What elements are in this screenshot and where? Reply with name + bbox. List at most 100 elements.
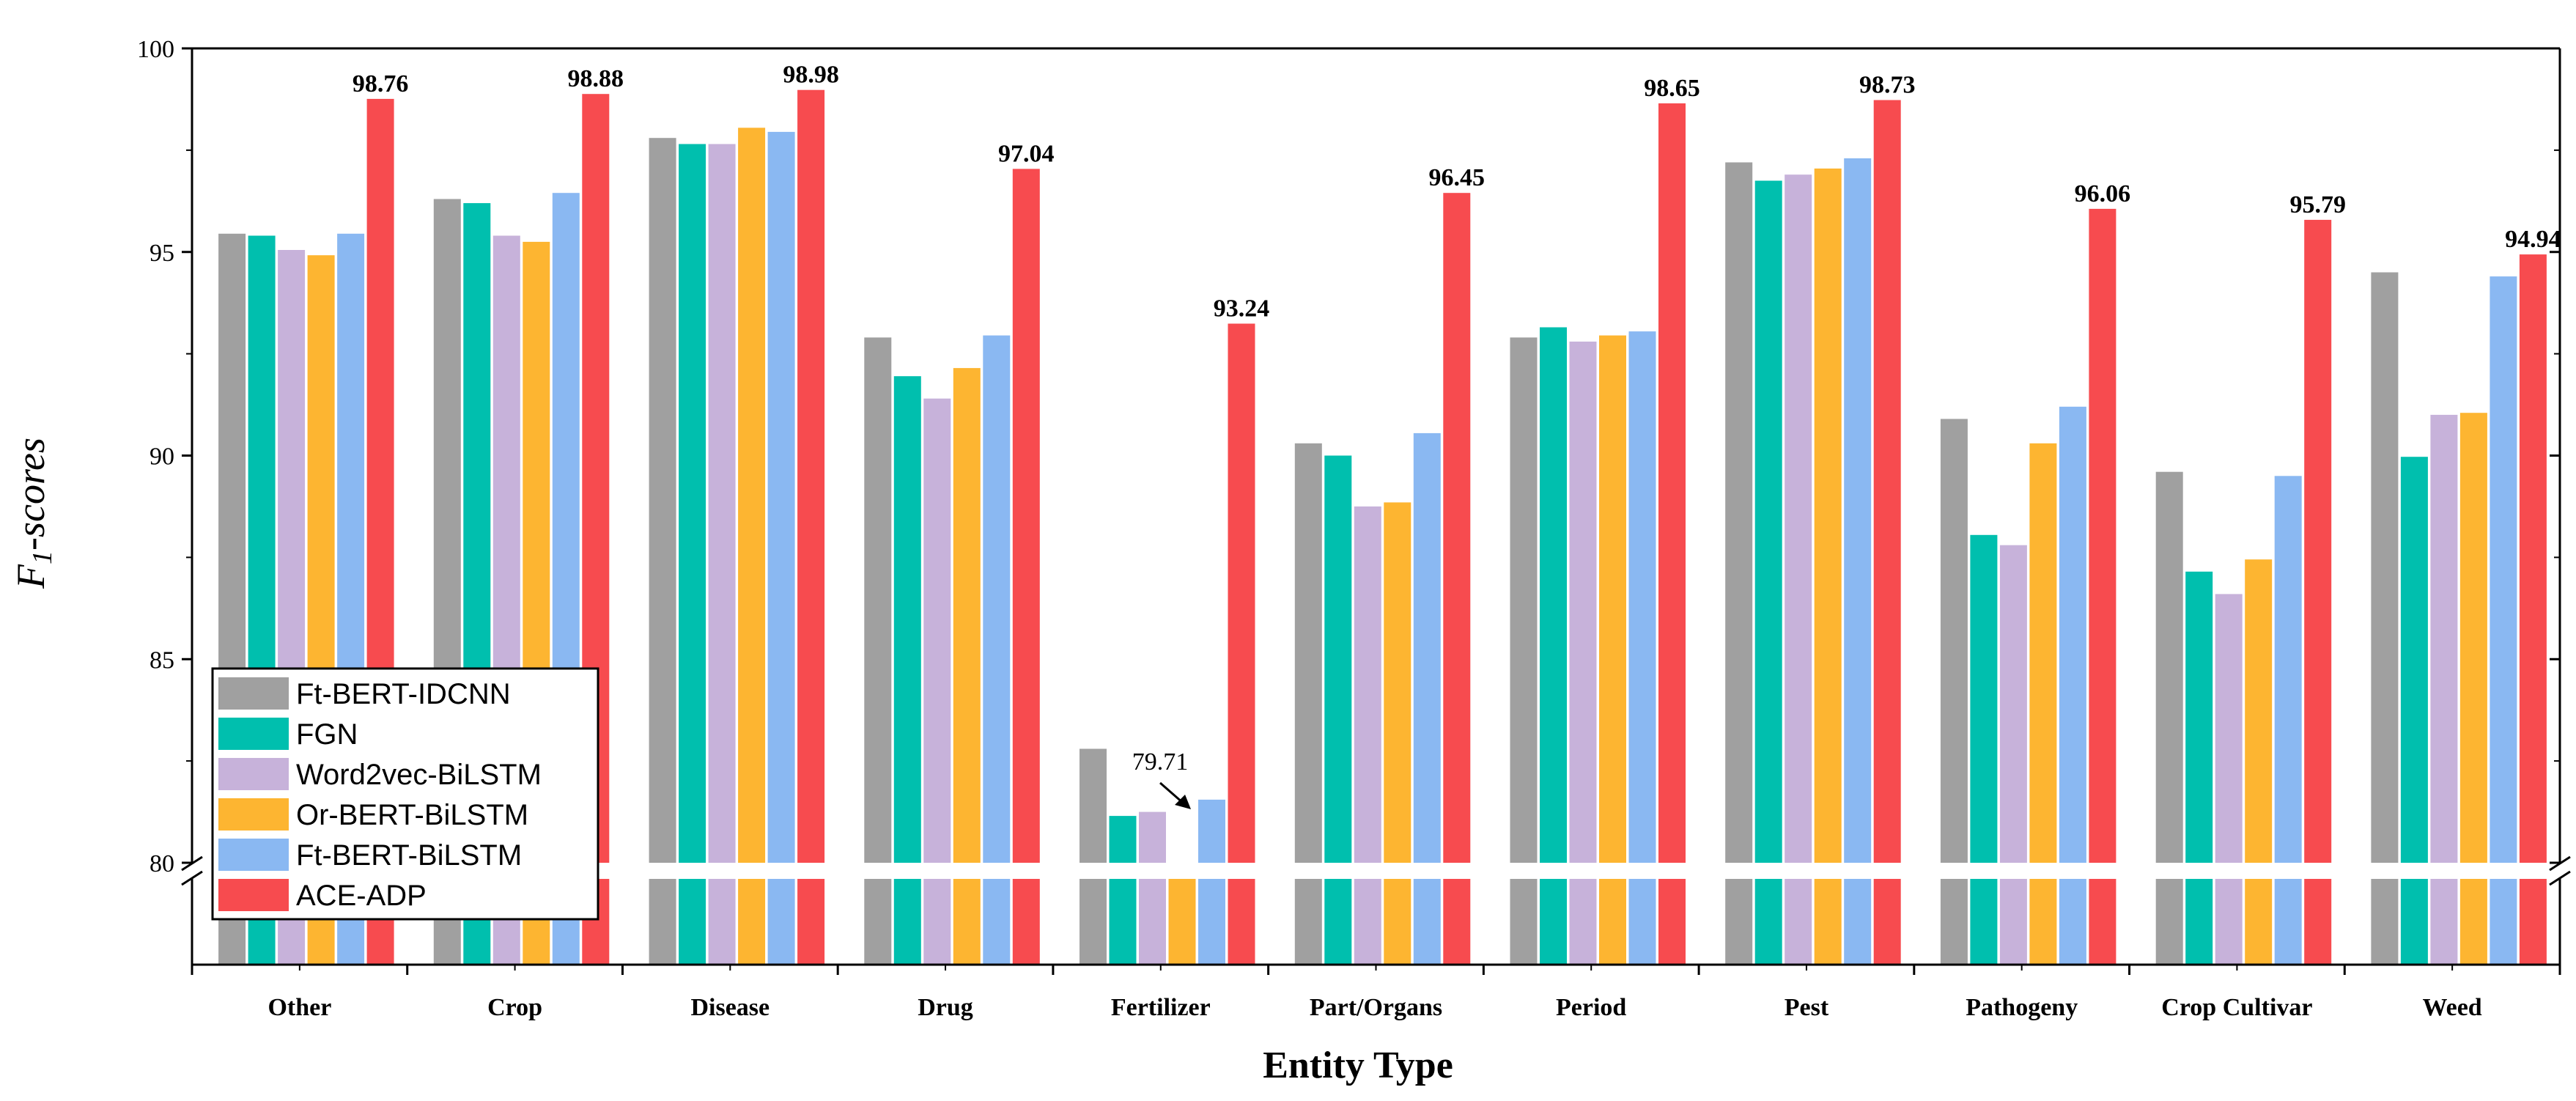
y-tick-label: 85 — [150, 647, 174, 674]
bar-1-5 — [1324, 455, 1352, 965]
legend-swatch — [218, 758, 289, 790]
bar-2-10 — [2430, 414, 2458, 965]
bar-3-2 — [738, 128, 766, 965]
x-tick-label: Part/Organs — [1310, 994, 1442, 1021]
legend-label: FGN — [296, 718, 358, 751]
bar-1-4 — [1109, 816, 1137, 965]
bar-0-6 — [1510, 337, 1538, 965]
data-label: 98.98 — [783, 62, 839, 89]
x-axis-title: Entity Type — [1263, 1045, 1453, 1086]
bar-0-4 — [1080, 748, 1107, 965]
annotation-arrowhead — [1175, 795, 1192, 809]
y-tick-label: 95 — [150, 240, 174, 267]
y-axis-title-subscript: 1 — [27, 550, 58, 564]
bar-3-6 — [1599, 335, 1626, 965]
bar-5-10 — [2519, 254, 2547, 965]
bar-1-10 — [2400, 457, 2428, 965]
data-label: 93.24 — [1214, 295, 1270, 323]
bar-4-9 — [2274, 476, 2302, 965]
x-tick-label: Drug — [918, 994, 973, 1021]
labels-layer: 98.76 Other 98.88 Crop 98.98 Disease 97.04 Drug… — [137, 36, 2561, 1021]
bar-4-7 — [1844, 158, 1872, 965]
legend-label: ACE-ADP — [296, 880, 427, 912]
bar-0-9 — [2155, 471, 2183, 965]
axis-break-gap — [193, 863, 2558, 879]
legend-swatch — [218, 798, 289, 831]
data-label: 98.73 — [1859, 72, 1916, 99]
bar-2-8 — [1999, 545, 2027, 965]
axis-break-mark — [181, 870, 203, 886]
x-tick-label: Crop Cultivar — [2161, 994, 2312, 1021]
data-label: 98.65 — [1644, 75, 1700, 102]
data-label: 96.45 — [1429, 164, 1486, 191]
data-label: 95.79 — [2289, 191, 2346, 218]
bar-1-8 — [1970, 534, 1998, 965]
bar-2-3 — [923, 398, 951, 965]
bar-1-9 — [2185, 571, 2213, 965]
legend-swatch — [218, 879, 289, 911]
legend-label: Ft-BERT-IDCNN — [296, 678, 511, 710]
bar-3-10 — [2459, 413, 2487, 965]
bar-0-2 — [649, 138, 676, 965]
data-label: 97.04 — [998, 140, 1055, 167]
bar-3-9 — [2245, 559, 2273, 965]
legend-label: Word2vec-BiLSTM — [296, 759, 542, 791]
bar-1-2 — [679, 144, 706, 965]
annotation-label: 79.71 — [1132, 748, 1189, 776]
data-label: 98.88 — [568, 65, 624, 92]
bar-5-2 — [797, 89, 825, 965]
bar-0-5 — [1294, 443, 1322, 965]
bar-2-6 — [1569, 342, 1597, 965]
bar-3-8 — [2029, 443, 2057, 965]
bar-5-9 — [2304, 219, 2332, 965]
bar-5-4 — [1228, 323, 1255, 965]
legend-swatch — [218, 839, 289, 871]
data-label: 98.76 — [353, 70, 409, 97]
x-tick-label: Pest — [1785, 994, 1829, 1021]
y-axis-title-rest: -scores — [9, 438, 53, 550]
bar-1-6 — [1540, 327, 1567, 965]
bar-3-7 — [1814, 168, 1842, 965]
bar-2-7 — [1785, 174, 1812, 965]
x-tick-label: Other — [267, 994, 331, 1021]
legend-label: Or-BERT-BiLSTM — [296, 799, 528, 831]
y-tick-label: 100 — [137, 36, 174, 63]
bar-0-10 — [2371, 272, 2399, 965]
data-label: 96.06 — [2075, 180, 2131, 207]
bar-3-4 — [1168, 874, 1196, 965]
bar-5-3 — [1012, 169, 1040, 965]
bar-2-5 — [1354, 506, 1381, 965]
x-tick-label: Fertilizer — [1111, 994, 1211, 1021]
bar-2-2 — [708, 144, 736, 965]
x-tick-label: Period — [1556, 994, 1626, 1021]
legend-swatch — [218, 677, 289, 710]
bar-4-8 — [2059, 406, 2086, 965]
legend-swatch — [218, 718, 289, 750]
bar-5-6 — [1658, 103, 1686, 965]
bar-4-10 — [2490, 276, 2517, 965]
bar-4-2 — [767, 131, 795, 965]
data-label: 94.94 — [2505, 226, 2561, 253]
bar-2-9 — [2215, 594, 2243, 965]
legend-label: Ft-BERT-BiLSTM — [296, 839, 522, 872]
bar-4-6 — [1628, 331, 1656, 965]
y-tick-label: 90 — [150, 443, 174, 471]
y-tick-label: 80 — [150, 850, 174, 877]
bar-3-5 — [1384, 502, 1411, 965]
legend-box — [211, 667, 599, 921]
bar-2-4 — [1139, 811, 1166, 965]
legend: Ft-BERT-IDCNN FGN Word2vec-BiLSTM Or-BERT-B… — [211, 667, 599, 921]
bar-0-3 — [864, 337, 892, 965]
x-tick-label: Crop — [487, 994, 542, 1021]
axes-layer — [181, 47, 2571, 975]
y-axis-title-main: F — [9, 564, 53, 589]
axis-break-mark — [2549, 870, 2571, 886]
bar-1-7 — [1754, 180, 1782, 965]
x-tick-label: Weed — [2422, 994, 2481, 1021]
bar-5-8 — [2089, 208, 2116, 965]
bar-4-5 — [1413, 432, 1441, 965]
bar-4-3 — [983, 335, 1011, 965]
bar-0-7 — [1725, 162, 1753, 965]
bar-4-4 — [1198, 799, 1225, 965]
